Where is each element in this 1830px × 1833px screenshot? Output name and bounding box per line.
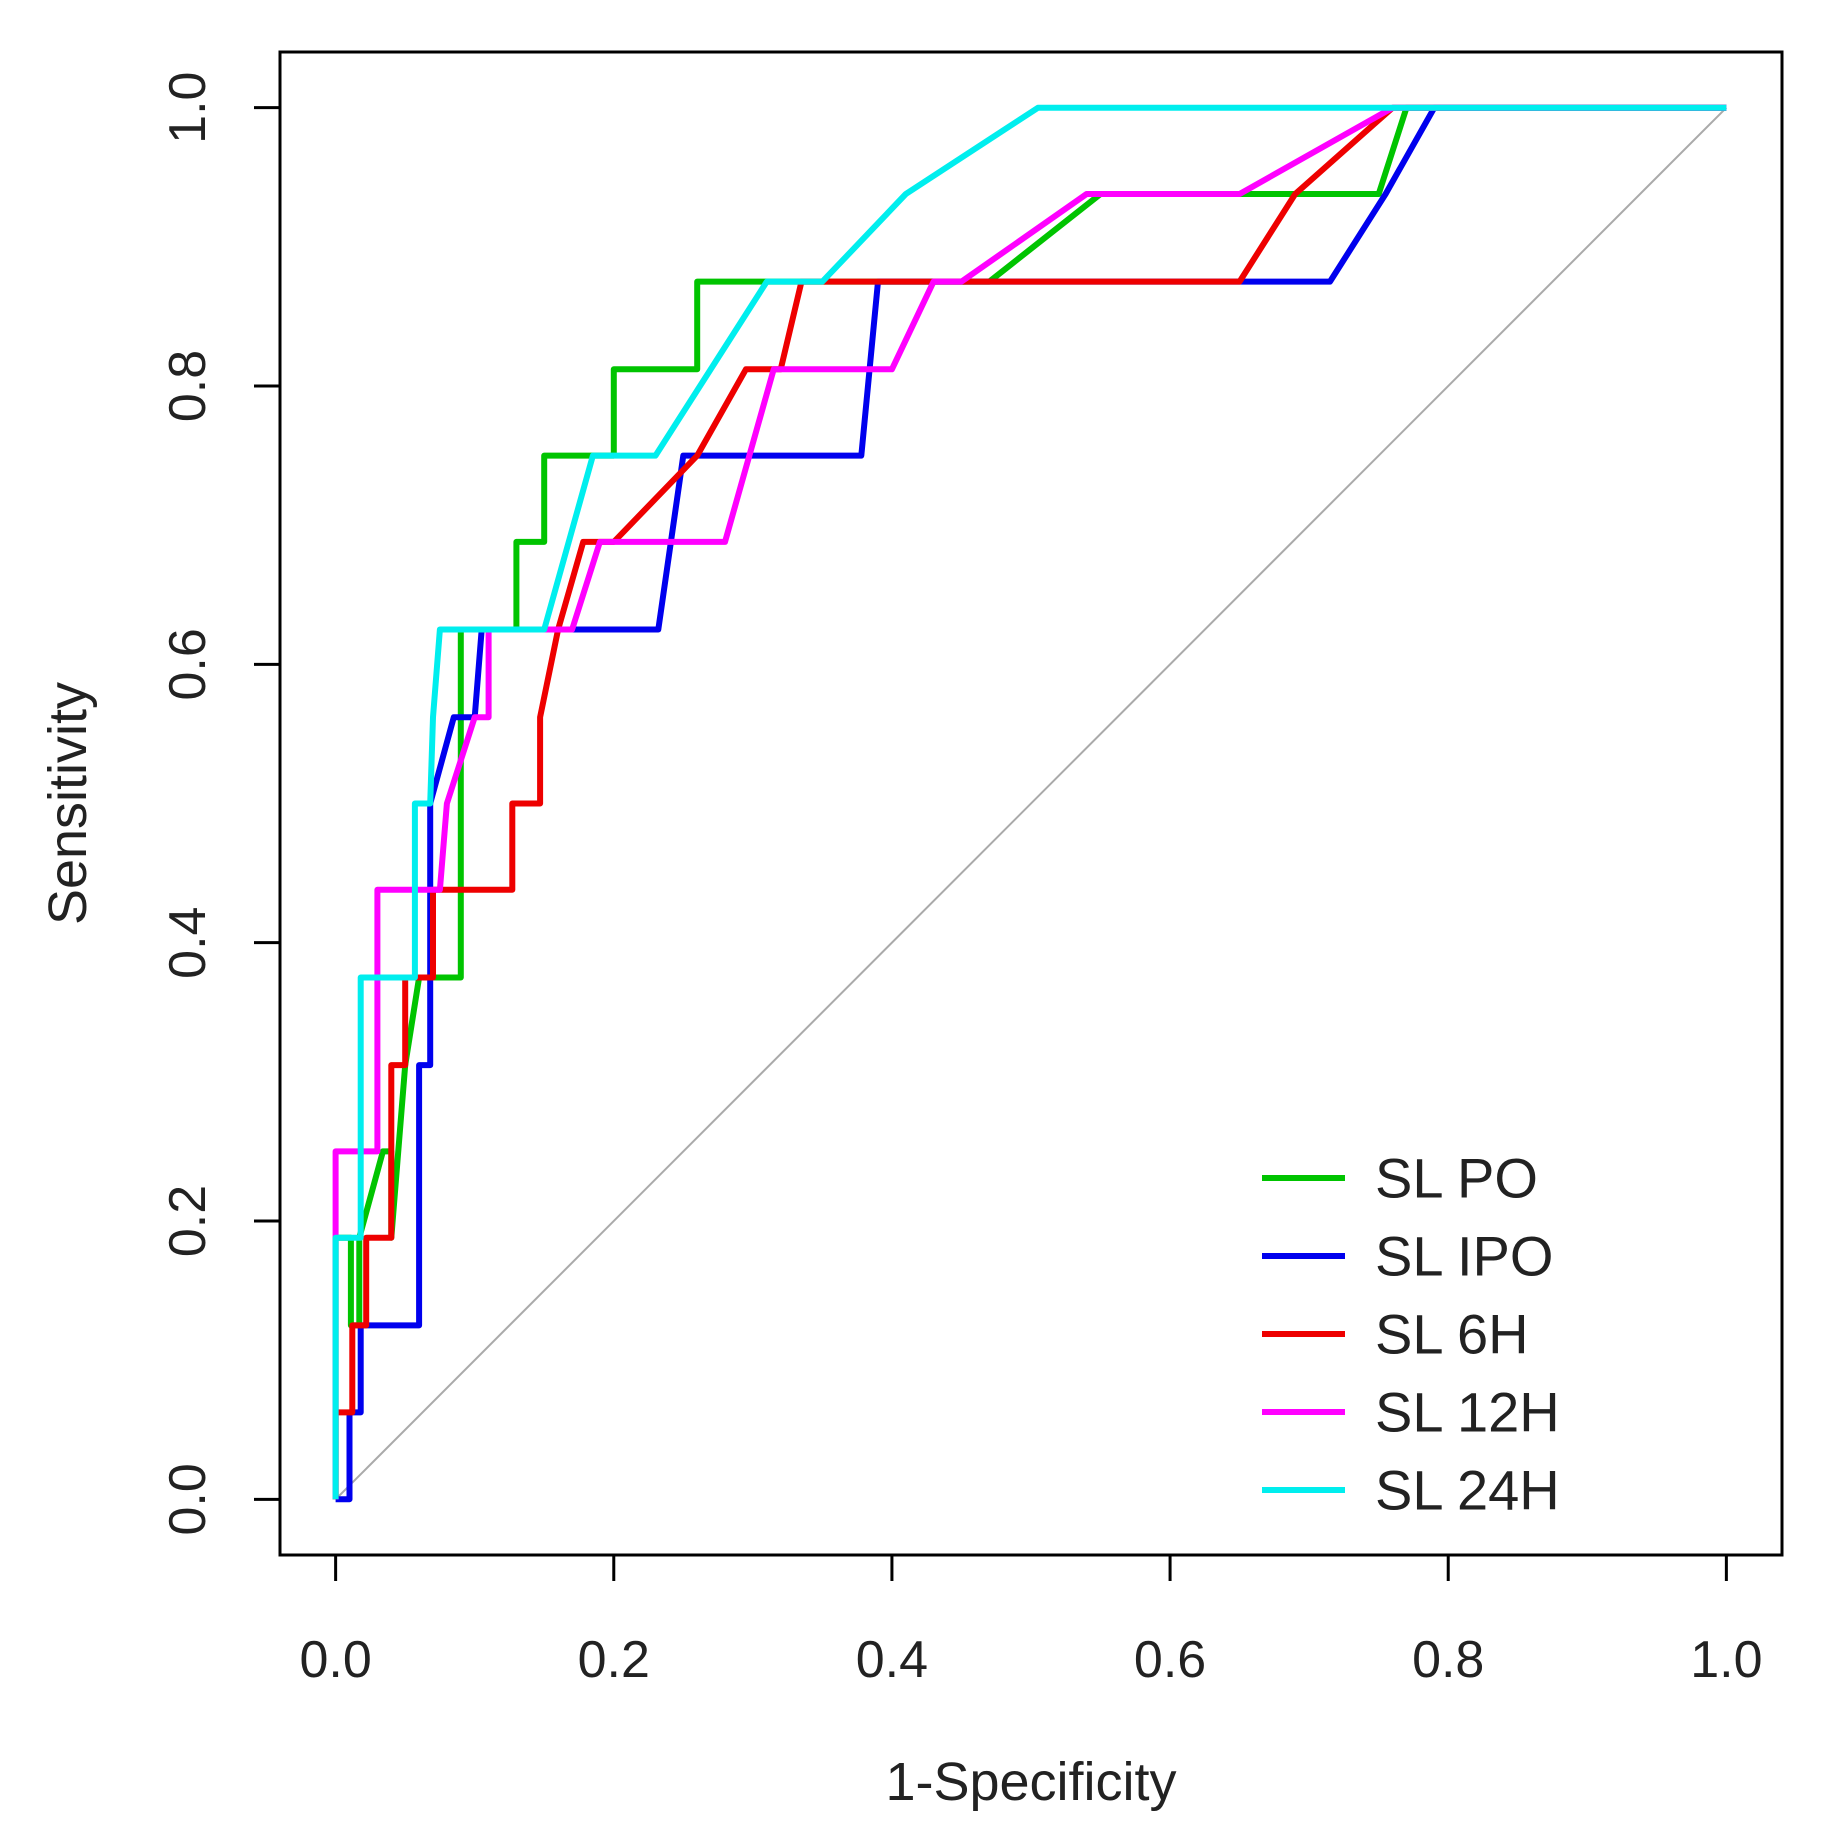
x-tick-label: 0.4	[856, 1631, 928, 1689]
x-axis-label: 1-Specificity	[885, 1752, 1176, 1812]
y-tick-label: 0.2	[159, 1185, 217, 1257]
x-axis: 0.0 0.2 0.4 0.6 0.8 1.0	[299, 1555, 1763, 1689]
x-tick-label: 0.0	[299, 1631, 371, 1689]
y-tick-label: 0.8	[159, 350, 217, 422]
legend-item-sl-12h: SL 12H	[1262, 1381, 1560, 1444]
series-line-sl-6h	[332, 104, 1727, 1500]
x-tick-label: 0.8	[1412, 1631, 1484, 1689]
y-tick-label: 0.4	[159, 907, 217, 979]
plot-frame	[278, 50, 1784, 1557]
plot-area	[332, 104, 1728, 1503]
y-tick-label: 0.6	[159, 628, 217, 700]
reference-diagonal-line	[334, 106, 1728, 1501]
y-tick-label: 0.0	[159, 1463, 217, 1535]
legend-label: SL IPO	[1375, 1225, 1553, 1288]
legend-item-sl-ipo: SL IPO	[1262, 1225, 1553, 1288]
y-tick-label: 1.0	[159, 72, 217, 144]
series-line-sl-ipo	[335, 104, 1727, 1503]
x-tick-label: 0.6	[1134, 1631, 1206, 1689]
y-axis: 0.0 0.2 0.4 0.6 0.8 1.0	[159, 72, 280, 1535]
legend-label: SL 24H	[1375, 1459, 1560, 1522]
x-tick-label: 1.0	[1690, 1631, 1762, 1689]
legend-item-sl-24h: SL 24H	[1262, 1459, 1560, 1522]
legend: SL PO SL IPO SL 6H SL 12H SL 24H	[1262, 1147, 1560, 1522]
legend-item-sl-6h: SL 6H	[1262, 1303, 1529, 1366]
x-tick-label: 0.2	[578, 1631, 650, 1689]
legend-label: SL PO	[1375, 1147, 1538, 1210]
y-axis-label: Sensitivity	[38, 682, 98, 925]
legend-item-sl-po: SL PO	[1262, 1147, 1538, 1210]
series-line-sl-12h	[332, 104, 1727, 1500]
legend-label: SL 12H	[1375, 1381, 1560, 1444]
legend-label: SL 6H	[1375, 1303, 1529, 1366]
series-line-sl-24h	[332, 104, 1727, 1500]
